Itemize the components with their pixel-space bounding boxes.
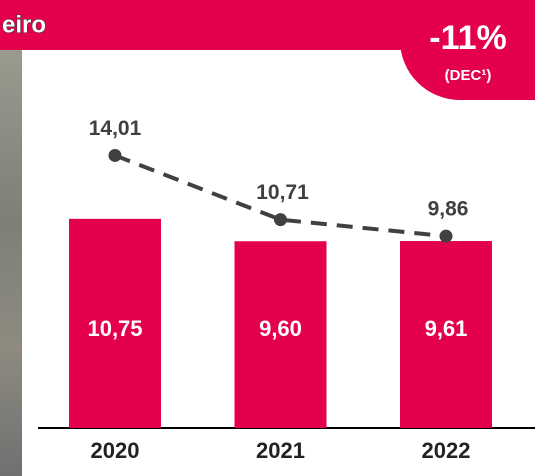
line-value-label: 9,86: [428, 198, 469, 221]
badge: [400, 0, 535, 100]
bar: [400, 241, 492, 428]
line-point: [274, 213, 287, 227]
line-point: [439, 229, 453, 243]
bar: [69, 218, 161, 428]
bar-value-label: 9,60: [259, 316, 302, 341]
x-tick-label: 2021: [256, 438, 305, 463]
badge-note: (DEC¹): [445, 67, 492, 84]
photo-strip: [0, 50, 22, 476]
x-tick-label: 2020: [91, 438, 140, 463]
badge-headline: -11%: [429, 19, 507, 57]
trend-line: [114, 153, 447, 239]
bar-value-label: 10,75: [87, 316, 142, 341]
bar-value-label: 9,61: [425, 316, 468, 341]
x-tick-label: 2022: [422, 438, 471, 463]
line-value-label: 10,71: [256, 181, 309, 204]
line-point: [108, 148, 122, 162]
bar: [234, 241, 327, 428]
banner-title: eiro: [2, 11, 46, 38]
line-value-label: 14,01: [89, 117, 142, 140]
